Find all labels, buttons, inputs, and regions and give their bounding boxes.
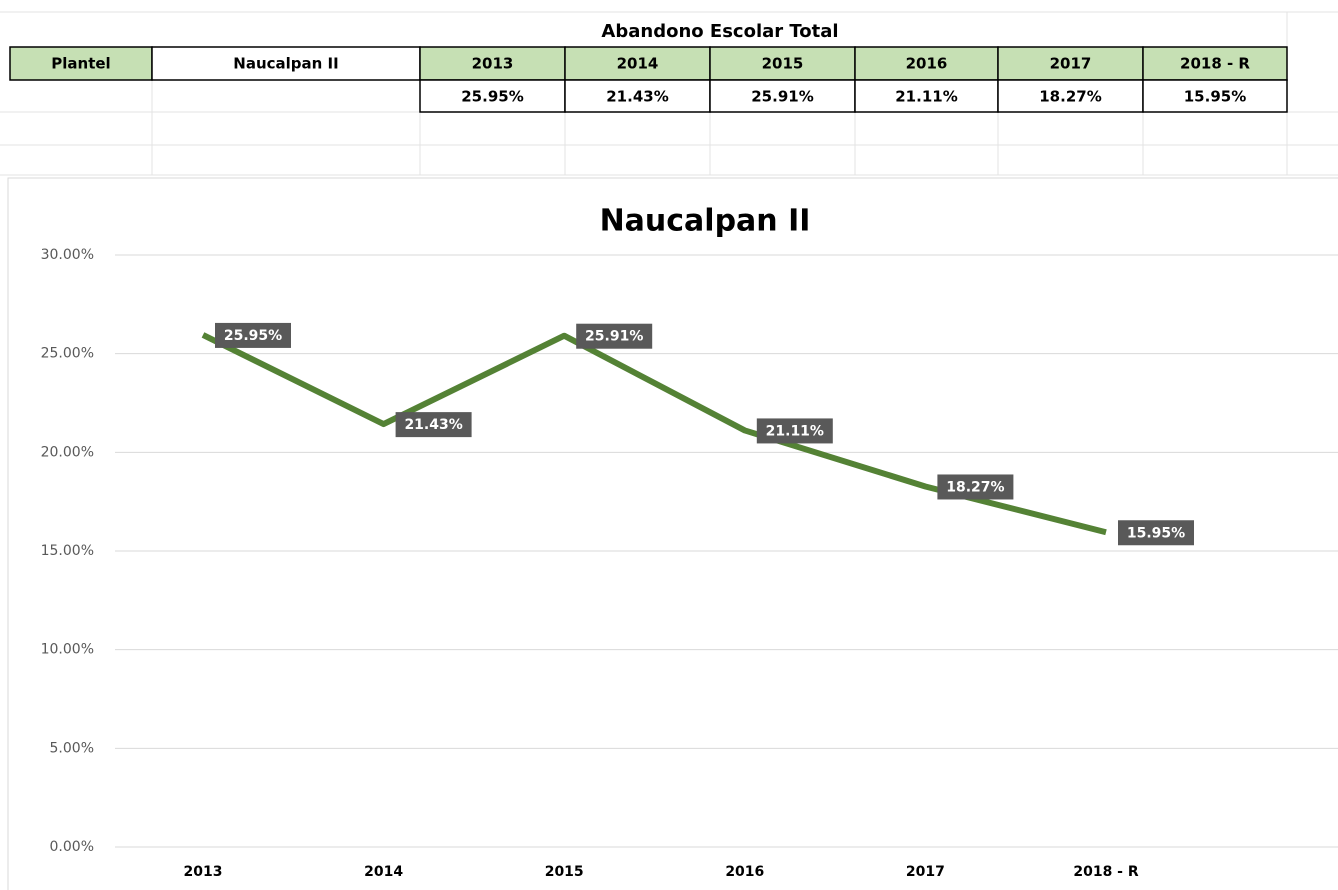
chart-area	[7, 177, 1338, 890]
data-label: 21.43%	[404, 417, 462, 433]
value-cell	[1142, 79, 1288, 113]
data-label: 21.11%	[766, 423, 824, 439]
value-cell	[854, 79, 999, 113]
data-label: 15.95%	[1127, 525, 1185, 541]
data-label-box	[937, 474, 1014, 500]
table-title: Abandono Escolar Total	[601, 21, 838, 42]
value-cell	[709, 79, 856, 113]
x-tick-label: 2017	[906, 864, 945, 880]
x-tick-label: 2013	[184, 864, 223, 880]
data-label-box	[215, 322, 291, 348]
header-cell	[1142, 46, 1288, 81]
data-label-box	[1118, 520, 1194, 546]
header-text: 2018 - R	[1180, 55, 1250, 73]
header-text: 2016	[906, 55, 948, 73]
data-label-box	[395, 412, 472, 438]
header-text: Plantel	[51, 55, 110, 73]
value-cell	[419, 79, 566, 113]
data-label-box	[756, 418, 833, 444]
x-tick-label: 2014	[364, 864, 403, 880]
y-tick-label: 10.00%	[41, 642, 94, 658]
value-text: 15.95%	[1184, 88, 1246, 106]
header-text: 2014	[617, 55, 659, 73]
x-tick-label: 2018 - R	[1073, 864, 1139, 880]
x-tick-label: 2016	[725, 864, 764, 880]
data-label: 25.95%	[224, 328, 282, 344]
value-text: 21.11%	[895, 88, 957, 106]
header-text: 2017	[1050, 55, 1092, 73]
header-text: Naucalpan II	[233, 55, 338, 73]
data-label: 18.27%	[946, 479, 1004, 495]
value-text: 25.95%	[461, 88, 523, 106]
y-tick-label: 30.00%	[41, 247, 94, 263]
header-cell	[151, 46, 421, 81]
header-text: 2013	[472, 55, 514, 73]
value-text: 25.91%	[751, 88, 813, 106]
header-cell	[419, 46, 566, 81]
header-cell	[564, 46, 711, 81]
header-text: 2015	[762, 55, 804, 73]
y-tick-label: 15.00%	[41, 543, 94, 559]
data-label: 25.91%	[585, 329, 643, 345]
y-tick-label: 25.00%	[41, 346, 94, 362]
header-cell	[9, 46, 153, 81]
y-tick-label: 20.00%	[41, 444, 94, 460]
x-tick-label: 2015	[545, 864, 584, 880]
chart-title: Naucalpan II	[600, 204, 811, 239]
y-tick-label: 5.00%	[50, 740, 94, 756]
value-text: 18.27%	[1039, 88, 1101, 106]
data-label-box	[576, 323, 653, 349]
y-tick-label: 0.00%	[50, 839, 94, 855]
value-text: 21.43%	[606, 88, 668, 106]
